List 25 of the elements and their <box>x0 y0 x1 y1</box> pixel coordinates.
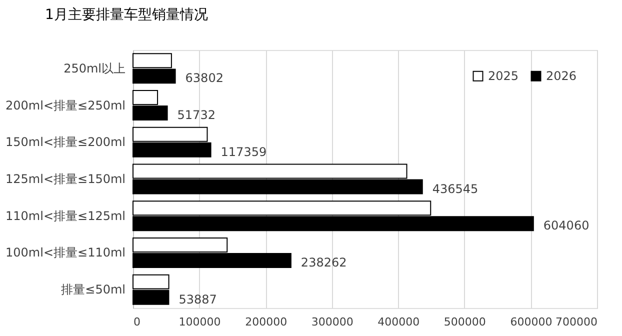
x-tick-label: 0 <box>134 316 140 328</box>
data-label: 53887 <box>178 292 217 306</box>
x-tick-label: 500000 <box>444 316 486 328</box>
y-tick-label: 150ml<排量≤200ml <box>6 135 126 150</box>
x-tick-label: 100000 <box>178 316 221 328</box>
y-tick-label: 125ml<排量≤150ml <box>6 172 126 186</box>
x-tick-label: 700000 <box>556 316 598 328</box>
legend-label: 2025 <box>488 69 519 84</box>
x-tick-label: 200000 <box>245 316 288 328</box>
y-tick-label: 110ml<排量≤125ml <box>6 208 126 223</box>
data-label: 51732 <box>177 108 216 122</box>
y-tick-label: 100ml<排量≤110ml <box>6 246 126 260</box>
x-tick-label: 600000 <box>510 316 552 328</box>
chart-title: 1月主要排量车型销量情况 <box>45 7 208 23</box>
data-label: 436545 <box>432 182 478 196</box>
y-tick-label: 200ml<排量≤250ml <box>6 98 126 112</box>
x-tick-label: 400000 <box>378 316 420 328</box>
data-label: 63802 <box>185 71 224 86</box>
data-label: 117359 <box>220 144 267 159</box>
data-label: 604060 <box>543 218 590 233</box>
y-tick-label: 250ml以上 <box>64 61 126 76</box>
legend-label: 2026 <box>546 69 577 84</box>
x-tick-label: 300000 <box>311 316 354 328</box>
data-label: 238262 <box>300 255 347 270</box>
y-tick-label: 排量≤50ml <box>61 282 126 297</box>
